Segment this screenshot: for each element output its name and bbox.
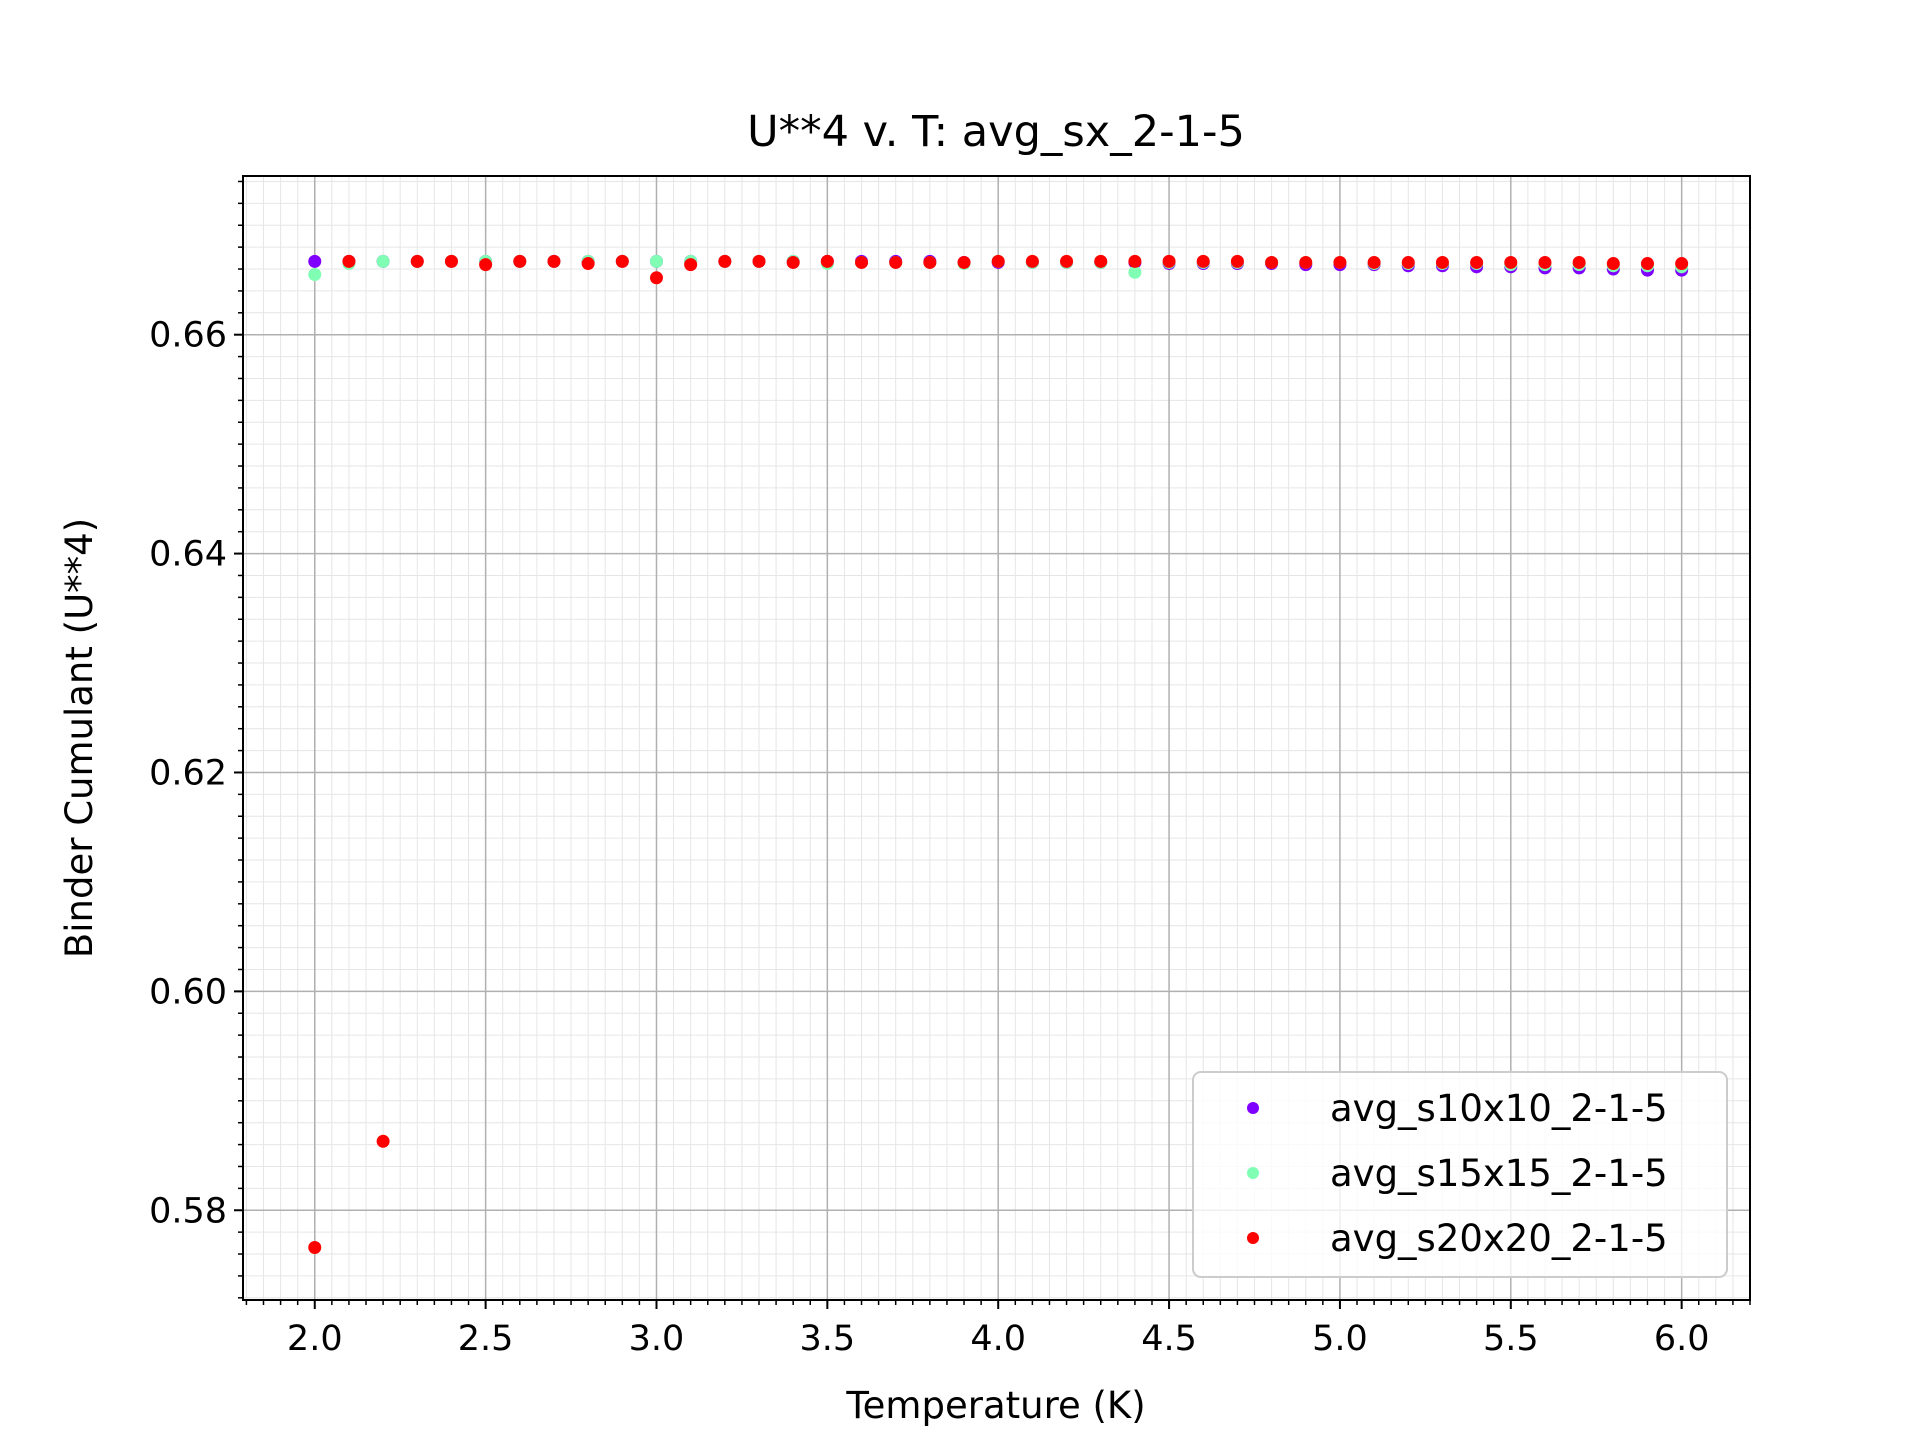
legend: avg_s10x10_2-1-5 avg_s15x15_2-1-5 avg_s2… bbox=[1192, 1071, 1728, 1278]
x-tick-label: 6.0 bbox=[1654, 1319, 1710, 1359]
data-point bbox=[855, 255, 869, 269]
data-point bbox=[820, 254, 834, 268]
data-point bbox=[649, 271, 663, 285]
data-point bbox=[1435, 255, 1449, 269]
data-point bbox=[786, 255, 800, 269]
data-point bbox=[1401, 255, 1415, 269]
data-point bbox=[1504, 255, 1518, 269]
legend-label-s15x15: avg_s15x15_2-1-5 bbox=[1330, 1152, 1668, 1195]
data-point bbox=[1162, 254, 1176, 268]
x-axis-label: Temperature (K) bbox=[845, 1384, 1145, 1427]
data-point bbox=[376, 254, 390, 268]
legend-marker-s15x15 bbox=[1247, 1167, 1259, 1179]
legend-label-s10x10: avg_s10x10_2-1-5 bbox=[1330, 1087, 1668, 1130]
series-3-points bbox=[308, 254, 1689, 1254]
data-point bbox=[1470, 255, 1484, 269]
data-point bbox=[684, 258, 698, 272]
legend-marker-s10x10 bbox=[1247, 1102, 1259, 1114]
x-tick-label: 3.5 bbox=[800, 1319, 856, 1359]
data-point bbox=[1675, 257, 1689, 271]
data-point bbox=[1367, 255, 1381, 269]
data-point bbox=[1265, 255, 1279, 269]
data-point bbox=[1538, 255, 1552, 269]
tick-labels: 2.0 2.5 3.0 3.5 4.0 4.5 5.0 5.5 6.0 0.58 0.60 0.62 0… bbox=[149, 316, 1709, 1359]
data-points bbox=[308, 254, 1689, 1254]
data-point bbox=[889, 255, 903, 269]
data-point bbox=[1572, 255, 1586, 269]
x-tick-label: 4.5 bbox=[1141, 1319, 1197, 1359]
legend-label-s20x20: avg_s20x20_2-1-5 bbox=[1330, 1217, 1668, 1260]
y-tick-label: 0.58 bbox=[149, 1191, 227, 1231]
minor-grid bbox=[243, 176, 1751, 1300]
data-point bbox=[923, 255, 937, 269]
y-tick-label: 0.64 bbox=[149, 535, 227, 575]
x-tick-label: 2.5 bbox=[458, 1319, 514, 1359]
data-point bbox=[308, 268, 322, 282]
legend-box bbox=[1192, 1071, 1728, 1278]
x-tick-label: 3.0 bbox=[629, 1319, 685, 1359]
data-point bbox=[649, 254, 663, 268]
data-point bbox=[376, 1134, 390, 1148]
legend-marker-s20x20 bbox=[1247, 1232, 1259, 1244]
data-point bbox=[718, 254, 732, 268]
data-point bbox=[1333, 255, 1347, 269]
data-point bbox=[1128, 265, 1142, 279]
data-point bbox=[615, 254, 629, 268]
x-tick-label: 5.5 bbox=[1483, 1319, 1539, 1359]
data-point bbox=[547, 254, 561, 268]
data-point bbox=[581, 257, 595, 271]
data-point bbox=[1299, 255, 1313, 269]
data-point bbox=[991, 254, 1005, 268]
major-grid bbox=[243, 176, 1750, 1300]
data-point bbox=[308, 254, 322, 268]
data-point bbox=[513, 254, 527, 268]
data-point bbox=[1060, 254, 1074, 268]
data-point bbox=[1094, 254, 1108, 268]
plot-frame bbox=[242, 175, 1751, 1301]
x-tick-label: 4.0 bbox=[970, 1319, 1026, 1359]
data-point bbox=[957, 255, 971, 269]
data-point bbox=[1128, 254, 1142, 268]
y-axis-label: Binder Cumulant (U**4) bbox=[58, 518, 101, 958]
data-point bbox=[1025, 254, 1039, 268]
data-point bbox=[308, 1240, 322, 1254]
data-point bbox=[752, 254, 766, 268]
data-point bbox=[1196, 254, 1210, 268]
chart-title: U**4 v. T: avg_sx_2-1-5 bbox=[747, 107, 1245, 157]
data-point bbox=[479, 258, 493, 272]
y-tick-label: 0.62 bbox=[149, 753, 227, 793]
y-tick-label: 0.60 bbox=[149, 972, 227, 1012]
data-point bbox=[444, 254, 458, 268]
data-point bbox=[342, 254, 356, 268]
x-tick-label: 5.0 bbox=[1312, 1319, 1368, 1359]
data-point bbox=[1230, 254, 1244, 268]
y-tick-label: 0.66 bbox=[149, 316, 227, 356]
data-point bbox=[410, 254, 424, 268]
x-tick-label: 2.0 bbox=[287, 1319, 343, 1359]
data-point bbox=[1606, 257, 1620, 271]
data-point bbox=[1640, 257, 1654, 271]
